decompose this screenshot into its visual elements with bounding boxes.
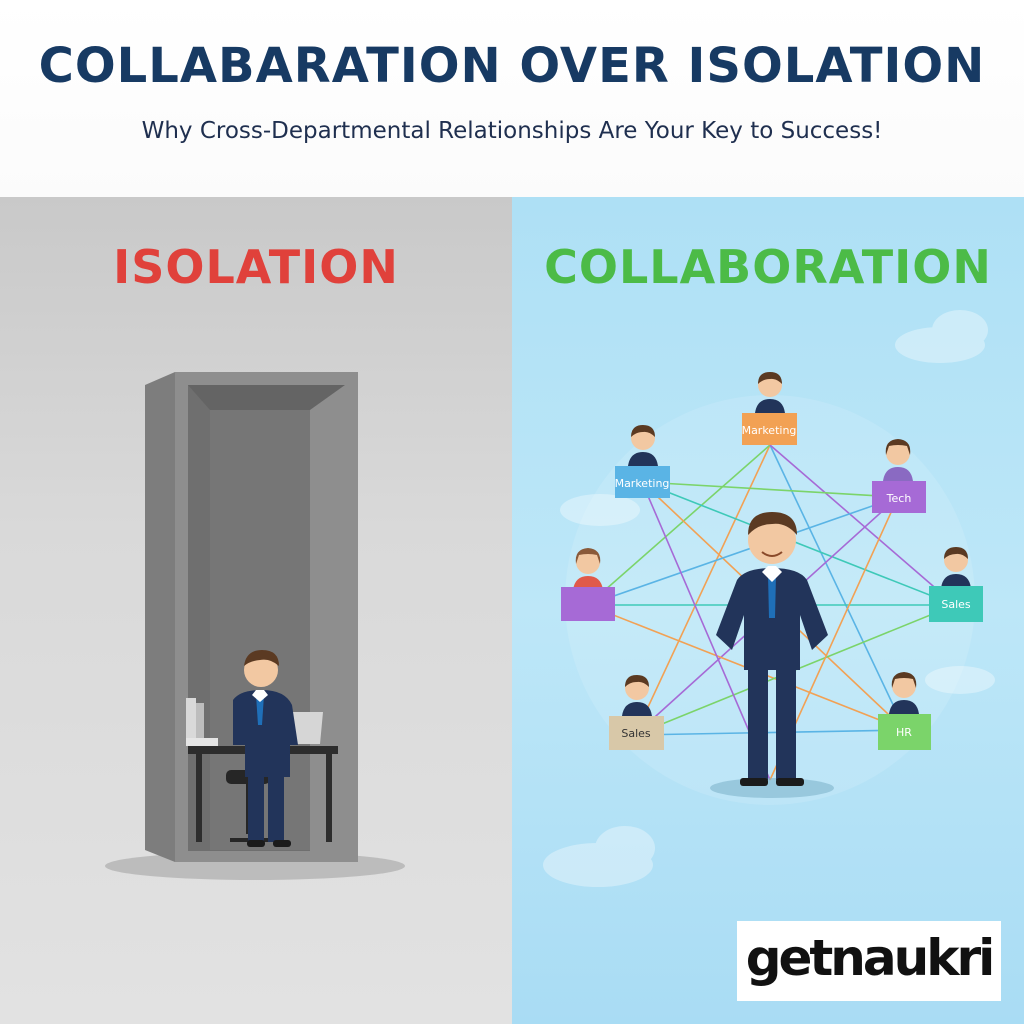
- node-hr: HR: [878, 672, 931, 750]
- node-marketing-top: Marketing: [742, 372, 797, 445]
- node-label: Tech: [886, 492, 912, 505]
- node-label: Sales: [621, 727, 651, 740]
- node-box: [615, 466, 670, 498]
- node-unlabeled: [561, 548, 615, 621]
- node-box: [929, 586, 983, 622]
- header: COLLABARATION OVER ISOLATION Why Cross-D…: [0, 0, 1024, 197]
- page-subtitle: Why Cross-Departmental Relationships Are…: [141, 118, 883, 144]
- node-box: [561, 587, 615, 621]
- node-box: [609, 716, 664, 750]
- node-label: HR: [896, 726, 912, 739]
- isolated-worker: [186, 650, 338, 847]
- node-box: [872, 481, 926, 513]
- node-label: Marketing: [615, 477, 670, 490]
- node-label: Sales: [941, 598, 971, 611]
- node-sales-left: Sales: [609, 675, 664, 750]
- getnaukri-logo: getnaukri: [737, 921, 1001, 1001]
- cloud-decoration: [543, 310, 995, 887]
- node-box: [742, 413, 797, 445]
- logo-text: getnaukri: [745, 929, 996, 987]
- node-marketing-left: Marketing: [615, 425, 670, 498]
- collaboration-heading: COLLABORATION: [544, 240, 992, 294]
- node-label: Marketing: [742, 424, 797, 437]
- isolation-heading: ISOLATION: [113, 240, 399, 294]
- node-tech: Tech: [872, 439, 926, 513]
- node-sales-right: Sales: [929, 547, 983, 622]
- central-leader: [710, 512, 834, 798]
- node-box: [878, 714, 931, 750]
- page-title: COLLABARATION OVER ISOLATION: [38, 38, 986, 94]
